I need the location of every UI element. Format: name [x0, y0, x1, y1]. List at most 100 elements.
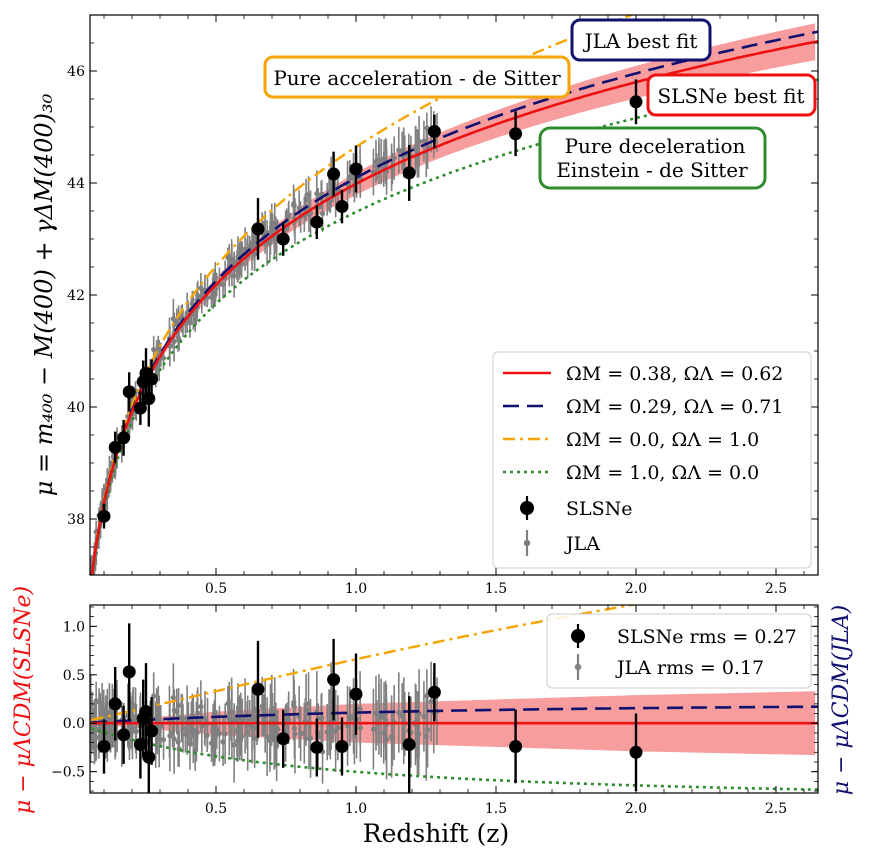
bottom-panel: 0.5 1.0 1.5 2.0 2.5 −0.5 0.0 0.5 1.0 μ − μΛCDM(S… — [11, 586, 854, 848]
jla-point — [89, 576, 94, 581]
top-x-tick-label: 1.5 — [485, 581, 507, 597]
bottom-y-tick-label: −0.5 — [51, 765, 85, 781]
bottom-y-tick-label: 1.0 — [63, 619, 85, 635]
slsne-residual-point — [142, 750, 156, 764]
annotation-jla-text: JLA best fit — [583, 29, 698, 53]
legend-label-slsne: SLSNe — [566, 498, 633, 520]
jla-residual-point — [167, 733, 173, 739]
annotation-jla-best-fit: JLA best fit — [570, 18, 712, 62]
slsne-residual-point — [427, 685, 441, 699]
jla-point — [87, 590, 92, 595]
top-y-tick-label: 42 — [67, 288, 85, 304]
jla-point — [242, 246, 248, 252]
jla-point — [220, 282, 226, 288]
jla-residual-point — [216, 730, 223, 737]
jla-point — [175, 334, 181, 341]
top-y-tick-label: 46 — [67, 64, 85, 80]
jla-point — [303, 196, 309, 203]
jla-residual-point — [222, 731, 228, 737]
jla-point — [83, 655, 88, 660]
slsne-point — [97, 509, 111, 523]
jla-residual-point — [251, 725, 258, 731]
annotation-deceleration-line2: Einstein - de Sitter — [556, 158, 748, 182]
bottom-axes-frame — [89, 604, 819, 794]
slsne-residual-point — [276, 732, 290, 746]
bottom-model-curves — [91, 605, 818, 791]
jla-residual-point — [220, 739, 226, 745]
jla-residual-point — [239, 717, 245, 723]
slsne-point — [629, 95, 643, 109]
top-axis-ticks: 0.5 1.0 1.5 2.0 2.5 38 40 42 44 46 — [67, 15, 818, 597]
jla-point — [91, 574, 94, 575]
jla-residual-point — [259, 703, 265, 709]
bottom-legend-frame — [546, 613, 812, 689]
annotation-slsne-text: SLSNe best fit — [657, 84, 804, 108]
jla-residual-point — [305, 701, 312, 707]
slsne-residual-point — [335, 739, 349, 753]
bottom-legend-label-slsne: SLSNe rms = 0.27 — [617, 626, 797, 648]
jla-residual-point — [333, 728, 339, 734]
top-y-tick-label: 38 — [67, 512, 85, 528]
jla-residual-point — [370, 726, 377, 732]
slsne-residual-point — [97, 739, 111, 753]
jla-point — [347, 175, 353, 181]
slsne-residual-point — [402, 738, 416, 752]
bottom-x-tick-label: 2.0 — [625, 801, 647, 817]
jla-point — [391, 155, 397, 161]
jla-point — [88, 591, 93, 596]
jla-residual-point — [291, 725, 298, 732]
jla-residual-point — [247, 715, 253, 722]
jla-residual-point — [357, 705, 363, 712]
slsne-point — [108, 440, 122, 454]
jla-point — [88, 595, 93, 600]
bottom-left-y-axis-label: μ − μΛCDM(SLSNe) — [11, 586, 36, 814]
jla-point — [376, 157, 382, 163]
jla-residual-point — [286, 717, 292, 723]
jla-point — [170, 316, 176, 322]
bottom-x-tick-label: 1.0 — [345, 801, 367, 817]
slsne-residual-point — [117, 728, 131, 742]
bottom-x-tick-label: 2.5 — [765, 801, 787, 817]
jla-residual-point — [389, 733, 395, 740]
legend-label-model-1: ΩM = 0.29, ΩΛ = 0.71 — [566, 396, 783, 418]
jla-residual-point — [96, 734, 102, 741]
jla-point — [171, 338, 177, 344]
top-panel: 0.5 1.0 1.5 2.0 2.5 38 40 42 44 46 μ = m₄₀₀ − M(4… — [30, 14, 819, 660]
jla-residual-point — [303, 707, 309, 713]
jla-residual-point — [99, 710, 105, 716]
jla-residual-point — [421, 713, 427, 720]
bottom-axis-ticks: 0.5 1.0 1.5 2.0 2.5 −0.5 0.0 0.5 1.0 — [51, 605, 818, 817]
top-x-tick-label: 1.0 — [345, 581, 367, 597]
model-residual-curve-3 — [91, 727, 818, 791]
jla-point — [82, 650, 87, 655]
legend-label-jla: JLA — [564, 533, 600, 555]
top-x-tick-label: 0.5 — [205, 581, 227, 597]
jla-point — [272, 220, 278, 226]
slsne-point — [349, 162, 363, 176]
jla-point — [247, 243, 253, 250]
top-slsne-points — [97, 79, 643, 529]
slsne-residual-point — [310, 740, 324, 754]
bottom-legend-swatch-jla — [574, 654, 582, 680]
legend-label-model-3: ΩM = 1.0, ΩΛ = 0.0 — [566, 462, 759, 484]
slsne-point — [276, 232, 290, 246]
jla-point — [267, 229, 274, 235]
jla-residual-point — [231, 742, 237, 748]
legend-swatch-slsne — [520, 496, 534, 520]
jla-residual-point — [198, 703, 204, 710]
slsne-point — [122, 385, 136, 399]
jla-point — [305, 191, 312, 198]
jla-residual-point — [396, 709, 402, 716]
jla-residual-point — [347, 715, 353, 722]
jla-residual-point — [227, 717, 233, 723]
jla-residual-point — [174, 708, 180, 715]
jla-residual-point — [195, 710, 201, 716]
slsne-point — [427, 124, 441, 138]
bottom-x-tick-label: 1.5 — [485, 801, 507, 817]
legend-swatch-jla — [523, 530, 531, 556]
jla-point — [82, 646, 87, 651]
jla-point — [88, 588, 93, 593]
slsne-point — [310, 215, 324, 229]
slsne-point — [402, 166, 416, 180]
